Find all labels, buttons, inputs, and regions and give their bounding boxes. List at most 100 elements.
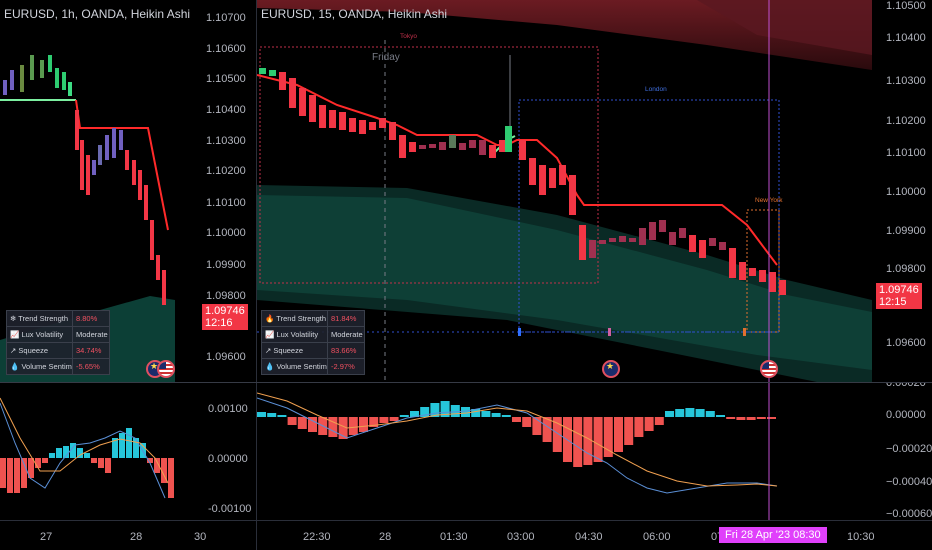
- london-session-label: London: [645, 86, 667, 93]
- tokyo-session-label: Tokyo: [400, 33, 417, 40]
- price-label: 1.10200: [206, 165, 246, 177]
- price-label: 1.10100: [886, 147, 926, 159]
- candle: [48, 55, 52, 72]
- us-flag-icon[interactable]: [760, 360, 778, 378]
- histogram-bar: [726, 417, 736, 419]
- candle: [459, 143, 466, 150]
- candle: [589, 240, 596, 258]
- histogram-bar: [532, 417, 542, 435]
- histogram-bar: [154, 458, 160, 473]
- histogram-bar: [369, 417, 379, 427]
- table-row: ↗ Squeeze 34.74%: [7, 343, 109, 359]
- time-label: 01:30: [440, 531, 468, 543]
- price-label: −0.00040: [886, 476, 932, 488]
- histogram-bar: [168, 458, 174, 498]
- histogram-bar: [63, 446, 69, 458]
- histogram-bar: [654, 417, 664, 425]
- histogram-bar: [481, 411, 491, 417]
- histogram-bar: [98, 458, 104, 468]
- right-time-axis[interactable]: 22:30 28 01:30 03:00 04:30 06:00 07 10:3…: [257, 521, 932, 550]
- histogram-bar: [267, 413, 277, 417]
- candle: [559, 165, 566, 185]
- right-last-price-tag: 1.09746 12:15: [876, 283, 922, 309]
- candle: [30, 55, 34, 80]
- candle: [659, 220, 666, 232]
- right-signal-line: [257, 392, 778, 487]
- price-label: 1.09900: [206, 259, 246, 271]
- eu-flag-icon[interactable]: [602, 360, 620, 378]
- right-price-axis[interactable]: 1.10500 1.10400 1.10300 1.10200 1.10100 1.100…: [872, 0, 932, 382]
- candle: [689, 235, 696, 252]
- histogram-bar: [21, 458, 27, 488]
- time-label: 10:30: [847, 531, 875, 543]
- candle: [505, 126, 512, 152]
- candle: [419, 145, 426, 149]
- candle: [68, 82, 72, 96]
- right-indicator-pane[interactable]: [257, 383, 872, 520]
- pane-separator[interactable]: [0, 382, 932, 383]
- histogram-bar: [542, 417, 552, 442]
- lux-volatility-label: 📈 Lux Volatility: [265, 330, 319, 339]
- price-label: 1.09900: [886, 225, 926, 237]
- candle: [162, 270, 166, 305]
- price-label: 1.09800: [206, 290, 246, 302]
- volume-sentiment-value: -2.97%: [327, 359, 364, 374]
- histogram-bar: [277, 415, 287, 417]
- left-stats-table: ❄ Trend Strength 8.80% 📈 Lux Volatility Mo…: [6, 310, 110, 375]
- histogram-bar: [35, 458, 41, 468]
- volume-sentiment-label: 💧 Volume Sentiment: [265, 362, 327, 371]
- left-chart-pane[interactable]: EURUSD, 1h, OANDA, Heikin Ashi ❄ Trend S…: [0, 0, 200, 382]
- trend-strength-label: ❄ Trend Strength: [10, 314, 68, 323]
- histogram-bar: [614, 417, 623, 452]
- lower-volatility-cloud-inner: [257, 195, 872, 370]
- right-indicator-axis[interactable]: 0.00020 0.00000 −0.00020 −0.00040 −0.00060: [872, 383, 932, 520]
- histogram-bar: [593, 417, 603, 462]
- time-label: 30: [194, 531, 207, 543]
- left-indicator-axis[interactable]: 0.00100 0.00000 -0.00100: [200, 383, 256, 520]
- crosshair-date-label: Fri 28 Apr '23 08:30: [719, 527, 827, 543]
- squeeze-label: ↗ Squeeze: [265, 346, 303, 355]
- histogram-bar: [665, 411, 674, 417]
- candle: [409, 142, 416, 152]
- histogram-bar: [634, 417, 644, 437]
- left-last-price-tag: 1.09746 12:16: [202, 304, 248, 330]
- day-label: Friday: [372, 52, 400, 63]
- left-signal-line: [0, 397, 169, 484]
- candle: [729, 248, 736, 278]
- histogram-bar: [603, 417, 613, 457]
- candle: [429, 144, 436, 148]
- histogram-bar: [695, 409, 705, 417]
- us-flag-icon[interactable]: [157, 360, 175, 378]
- left-indicator-pane[interactable]: [0, 383, 200, 520]
- left-price-axis[interactable]: 1.10700 1.10600 1.10500 1.10400 1.10300 1.102…: [200, 0, 256, 382]
- tokyo-session-box: [259, 46, 599, 284]
- histogram-bar: [84, 453, 90, 458]
- histogram-bar: [42, 458, 48, 463]
- price-label: 0.00000: [208, 453, 248, 465]
- pane-divider[interactable]: [256, 0, 257, 550]
- candle: [759, 270, 766, 282]
- price-label: 1.10200: [886, 115, 926, 127]
- candle: [138, 170, 142, 200]
- right-chart-pane[interactable]: EURUSD, 15, OANDA, Heikin Ashi Friday To…: [257, 0, 872, 382]
- candle: [75, 110, 79, 150]
- candle: [649, 222, 656, 240]
- candle: [80, 140, 84, 190]
- left-time-axis[interactable]: 27 28 30: [0, 521, 256, 550]
- upper-volatility-band-inner: [697, 0, 872, 55]
- price-label: 1.10300: [886, 75, 926, 87]
- table-row: 🔥 Trend Strength 81.84%: [262, 311, 364, 327]
- histogram-bar: [91, 458, 97, 463]
- price-label: 1.10300: [206, 135, 246, 147]
- candle: [319, 105, 326, 128]
- price-label: 0.00000: [886, 409, 926, 421]
- right-price-plot[interactable]: [257, 0, 872, 382]
- trend-strength-value: 81.84%: [327, 311, 364, 326]
- trend-strength-value: 8.80%: [72, 311, 109, 326]
- price-label: 1.10600: [206, 43, 246, 55]
- histogram-bar: [14, 458, 20, 493]
- candle: [156, 255, 160, 280]
- histogram-bar: [77, 448, 83, 458]
- candle: [529, 158, 536, 185]
- price-label: 0.00100: [208, 403, 248, 415]
